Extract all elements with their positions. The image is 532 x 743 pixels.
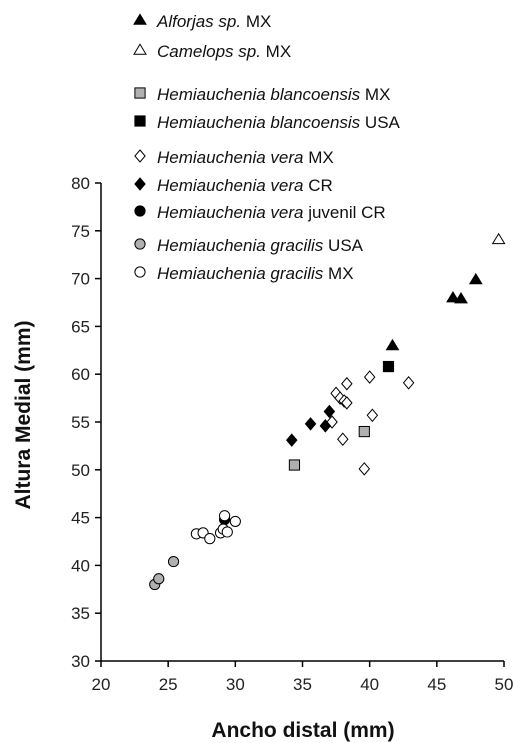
- x-tick-label: 25: [159, 675, 178, 694]
- legend-label: Hemiauchenia blancoensis MX: [157, 85, 390, 104]
- x-tick-label: 50: [495, 675, 514, 694]
- data-point-hgracilis-mx: [218, 510, 231, 522]
- legend-marker: [134, 238, 146, 250]
- data-point-hvera-mx: [326, 415, 338, 429]
- legend-marker: [133, 43, 147, 55]
- legend-genus: Alforjas sp.: [156, 12, 241, 31]
- legend-region: USA: [323, 236, 363, 255]
- y-tick-label: 70: [71, 270, 90, 289]
- data-point-alforjas-mx: [468, 272, 483, 285]
- legend-marker: [134, 205, 146, 217]
- y-tick-label: 65: [71, 317, 90, 336]
- legend-label: Camelops sp. MX: [157, 42, 291, 61]
- data-point-hvera-mx: [402, 376, 415, 390]
- legend-label: Hemiauchenia vera MX: [157, 148, 334, 167]
- legend-region: juvenil CR: [303, 203, 385, 222]
- data-point-hvera-mx: [363, 370, 376, 384]
- x-axis-ticks: 20 25 30 35 40 45 50: [92, 661, 514, 694]
- legend-label: Hemiauchenia blancoensis USA: [157, 113, 401, 132]
- data-point-hgracilis-usa: [167, 555, 180, 568]
- legend-item-alforjas-mx: Alforjas sp. MX: [133, 12, 271, 31]
- data-point-alforjas-mx: [454, 292, 468, 304]
- x-axis-title: Ancho distal (mm): [211, 719, 394, 742]
- legend-genus: Hemiauchenia blancoensis: [157, 85, 361, 104]
- x-tick-label: 40: [360, 675, 379, 694]
- legend-item-hgracilis-mx: Hemiauchenia gracilis MX: [134, 264, 354, 283]
- legend-genus: Hemiauchenia gracilis: [157, 236, 324, 255]
- y-tick-label: 55: [71, 413, 90, 432]
- legend-item-hvera-mx: Hemiauchenia vera MX: [134, 148, 334, 167]
- data-points: [149, 232, 506, 591]
- legend-marker: [134, 115, 146, 127]
- data-point-hvera-mx: [341, 376, 353, 391]
- legend-marker: [134, 266, 146, 278]
- legend-item-camelops-mx: Camelops sp. MX: [133, 42, 291, 61]
- legend-region: MX: [360, 85, 390, 104]
- y-tick-label: 50: [71, 461, 90, 480]
- data-point-hvera-cr: [304, 417, 317, 431]
- data-point-hgracilis-usa: [153, 573, 165, 585]
- legend-label: Alforjas sp. MX: [156, 12, 271, 31]
- legend-region: MX: [241, 12, 271, 31]
- plot-area: 30 35 40 45 50 55 60 65 70 75 80 20 25 30 35 40 45 50: [71, 174, 513, 694]
- legend-genus: Hemiauchenia gracilis: [157, 264, 324, 283]
- legend-genus: Camelops sp.: [157, 42, 261, 61]
- y-tick-label: 30: [71, 652, 90, 671]
- data-point-hgracilis-mx: [229, 515, 241, 528]
- legend-item-hblanco-usa: Hemiauchenia blancoensis USA: [134, 113, 401, 132]
- data-point-hblanco-usa: [382, 360, 395, 373]
- y-tick-label: 80: [71, 174, 90, 193]
- legend-marker: [134, 177, 146, 191]
- legend-region: MX: [261, 42, 291, 61]
- legend-marker: [134, 149, 146, 163]
- y-tick-label: 40: [71, 556, 90, 575]
- y-axis-title: Altura Medial (mm): [12, 320, 35, 509]
- data-point-hvera-cr: [319, 419, 332, 433]
- x-tick-label: 20: [92, 675, 111, 694]
- legend-region: USA: [360, 113, 400, 132]
- legend-region: MX: [323, 264, 353, 283]
- legend-region: CR: [303, 176, 332, 195]
- legend-label: Hemiauchenia gracilis USA: [157, 236, 364, 255]
- legend-genus: Hemiauchenia blancoensis: [157, 113, 361, 132]
- data-point-hvera-mx: [358, 462, 371, 476]
- legend-marker: [133, 13, 147, 25]
- data-point-hgracilis-mx: [221, 526, 233, 538]
- data-point-hvera-cr: [285, 433, 298, 447]
- x-tick-label: 30: [226, 675, 245, 694]
- x-tick-label: 45: [427, 675, 446, 694]
- data-point-hvera-cr: [323, 404, 336, 419]
- y-tick-label: 75: [71, 222, 90, 241]
- data-point-hblanco-mx: [358, 425, 370, 438]
- y-tick-label: 45: [71, 509, 90, 528]
- legend-marker: [134, 87, 146, 99]
- legend-label: Hemiauchenia vera juvenil CR: [157, 203, 386, 222]
- legend-genus: Hemiauchenia vera: [157, 148, 303, 167]
- data-point-hvera-mx: [341, 396, 353, 410]
- legend-item-hgracilis-usa: Hemiauchenia gracilis USA: [134, 236, 364, 255]
- data-point-hvera-mx: [337, 432, 349, 446]
- legend-region: MX: [303, 148, 333, 167]
- legend-label: Hemiauchenia vera CR: [157, 176, 333, 195]
- y-tick-label: 35: [71, 604, 90, 623]
- legend-item-hblanco-mx: Hemiauchenia blancoensis MX: [134, 85, 390, 104]
- data-point-camelops-mx: [491, 232, 506, 245]
- data-point-hblanco-mx: [288, 459, 301, 471]
- data-point-hvera-mx: [366, 408, 379, 423]
- legend-genus: Hemiauchenia vera: [157, 176, 303, 195]
- legend-genus: Hemiauchenia vera: [157, 203, 303, 222]
- y-tick-label: 60: [71, 365, 90, 384]
- legend-item-hvera-juv-cr: Hemiauchenia vera juvenil CR: [134, 203, 386, 222]
- data-point-alforjas-mx: [385, 338, 400, 351]
- x-tick-label: 35: [293, 675, 312, 694]
- data-point-hgracilis-mx: [204, 533, 216, 545]
- legend-item-hvera-cr: Hemiauchenia vera CR: [134, 176, 333, 195]
- data-point-alforjas-mx: [446, 291, 460, 303]
- y-axis-ticks: 30 35 40 45 50 55 60 65 70 75 80: [71, 174, 101, 671]
- legend-label: Hemiauchenia gracilis MX: [157, 264, 354, 283]
